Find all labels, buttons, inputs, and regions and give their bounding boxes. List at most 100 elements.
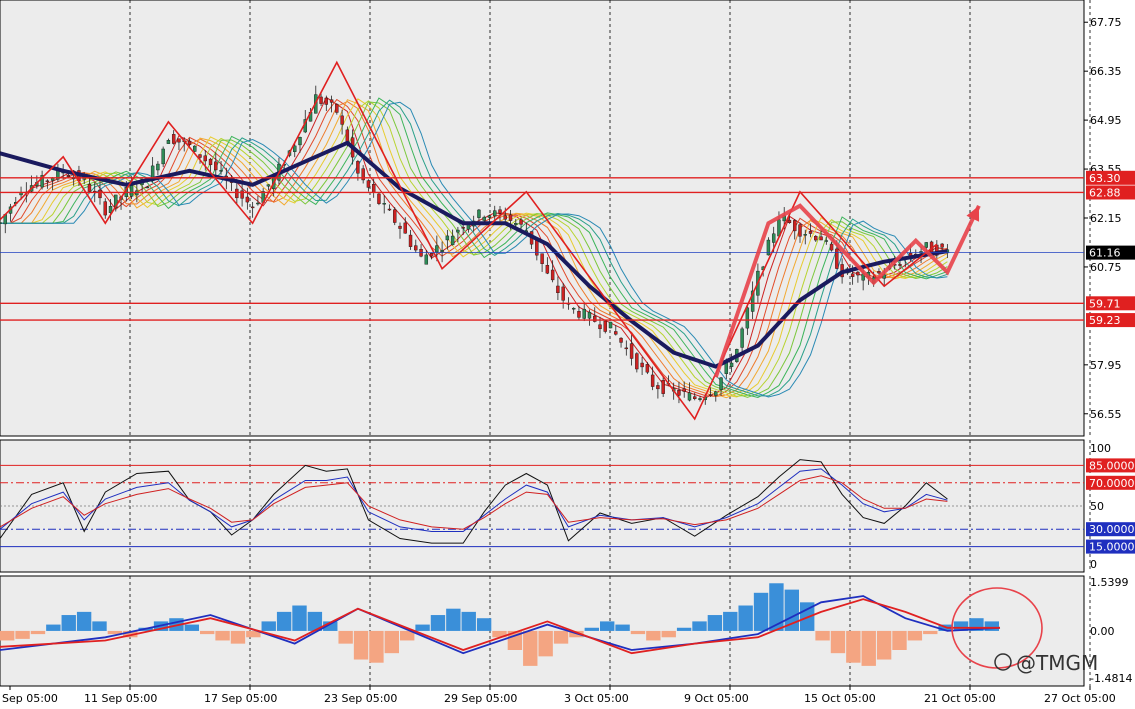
annotation-arrowhead xyxy=(966,205,980,222)
candle-body xyxy=(619,337,623,343)
macd-hist-bar xyxy=(615,624,630,631)
macd-hist-bar xyxy=(538,630,553,657)
watermark-text: @TMGM xyxy=(1016,651,1098,675)
candle-body xyxy=(798,224,802,237)
candle-body xyxy=(408,234,413,247)
candle-body xyxy=(556,285,560,294)
candle-body xyxy=(824,240,829,242)
macd-hist-bar xyxy=(353,630,369,660)
candle-body xyxy=(771,233,776,243)
candle-body xyxy=(829,243,834,251)
candle-body xyxy=(856,271,860,276)
osc-level-badge: 30.0000 xyxy=(1086,522,1135,537)
badge-bg xyxy=(1086,170,1135,185)
price-level-badge: 59.71 xyxy=(1086,296,1135,311)
macd-hist-bar xyxy=(200,630,215,635)
candle-body xyxy=(398,225,402,229)
macd-hist-bar xyxy=(107,630,123,635)
candle-body xyxy=(656,385,660,390)
candle-body xyxy=(745,307,750,329)
candle-body xyxy=(429,253,434,257)
candle-body xyxy=(898,264,902,266)
candle-body xyxy=(187,140,192,145)
current-price-badge: 61.16 xyxy=(1086,245,1135,260)
candle-body xyxy=(724,362,729,374)
candle-body xyxy=(214,161,218,171)
macd-hist-bar xyxy=(892,630,907,650)
macd-hist-bar xyxy=(492,630,507,638)
candle-body xyxy=(166,140,171,144)
candle-body xyxy=(0,222,2,224)
price-tick-label: 56.55 xyxy=(1090,408,1122,421)
ma-ribbon-line xyxy=(0,101,948,398)
candle-body xyxy=(803,234,807,236)
macd-hist-bar xyxy=(861,630,876,666)
macd-hist-bar xyxy=(600,621,615,631)
watermark: @TMGM xyxy=(994,651,1098,675)
macd-hist-bar xyxy=(461,611,476,631)
candle-body xyxy=(561,286,565,301)
candle-body xyxy=(98,189,102,199)
candle-body xyxy=(719,377,723,390)
macd-hist-bar xyxy=(953,621,969,631)
badge-label: 59.71 xyxy=(1089,297,1121,310)
candle-body xyxy=(714,391,718,396)
candle-body xyxy=(582,308,586,319)
macd-hist-bar xyxy=(276,611,292,631)
candle-body xyxy=(403,222,407,234)
badge-label: 30.0000 xyxy=(1089,523,1135,536)
candle-body xyxy=(850,273,855,277)
candle-body xyxy=(708,394,713,396)
candle-body xyxy=(624,347,629,350)
macd-hist-bar xyxy=(846,630,861,663)
macd-hist-bar xyxy=(61,615,76,631)
macd-line-blue xyxy=(0,595,1001,655)
badge-label: 70.0000 xyxy=(1089,477,1135,490)
macd-hist-bar xyxy=(876,630,892,660)
candle-body xyxy=(793,220,797,232)
macd-tick-label: 1.5399 xyxy=(1090,576,1129,589)
badge-bg xyxy=(1086,458,1135,473)
macd-hist-bar xyxy=(15,630,30,639)
candle-body xyxy=(129,185,134,197)
candle-body xyxy=(456,229,460,233)
candle-body xyxy=(66,175,71,178)
candle-body xyxy=(235,188,239,199)
osc-tick-label: 100 xyxy=(1090,442,1111,455)
candle-body xyxy=(593,315,597,322)
candle-body xyxy=(819,236,823,241)
candle-body xyxy=(677,390,681,396)
macd-hist-bar xyxy=(76,611,92,631)
macd-hist-bar xyxy=(415,624,430,631)
candle-body xyxy=(540,253,544,264)
x-axis-label: 17 Sep 05:00 xyxy=(204,692,277,705)
candle-body xyxy=(740,328,744,348)
osc-level-badge: 85.0000 xyxy=(1086,458,1135,473)
candle-body xyxy=(335,103,339,113)
macd-hist-bar xyxy=(92,621,107,631)
osc-level-badge: 70.0000 xyxy=(1086,475,1135,490)
candle-body xyxy=(814,236,818,241)
macd-hist-bar xyxy=(30,630,46,635)
macd-hist-bar xyxy=(0,630,15,641)
candle-body xyxy=(498,209,502,214)
candle-body xyxy=(319,96,323,104)
macd-hist-bar xyxy=(446,608,461,631)
candle-body xyxy=(482,216,486,221)
ma-ribbon-line xyxy=(0,99,948,397)
macd-hist-bar xyxy=(338,630,353,644)
x-axis-label: 27 Oct 05:00 xyxy=(1044,692,1116,705)
candle-body xyxy=(877,271,881,274)
price-tick-label: 67.75 xyxy=(1090,16,1122,29)
candle-body xyxy=(356,161,360,174)
macd-hist-bar xyxy=(184,624,199,631)
candle-body xyxy=(808,231,813,234)
candle-body xyxy=(193,145,197,152)
macd-hist-bar xyxy=(646,630,661,641)
candle-body xyxy=(545,264,550,274)
macd-hist-bar xyxy=(230,630,246,644)
macd-hist-bar xyxy=(630,630,646,635)
price-tick-label: 64.95 xyxy=(1090,114,1122,127)
candle-body xyxy=(603,320,607,332)
